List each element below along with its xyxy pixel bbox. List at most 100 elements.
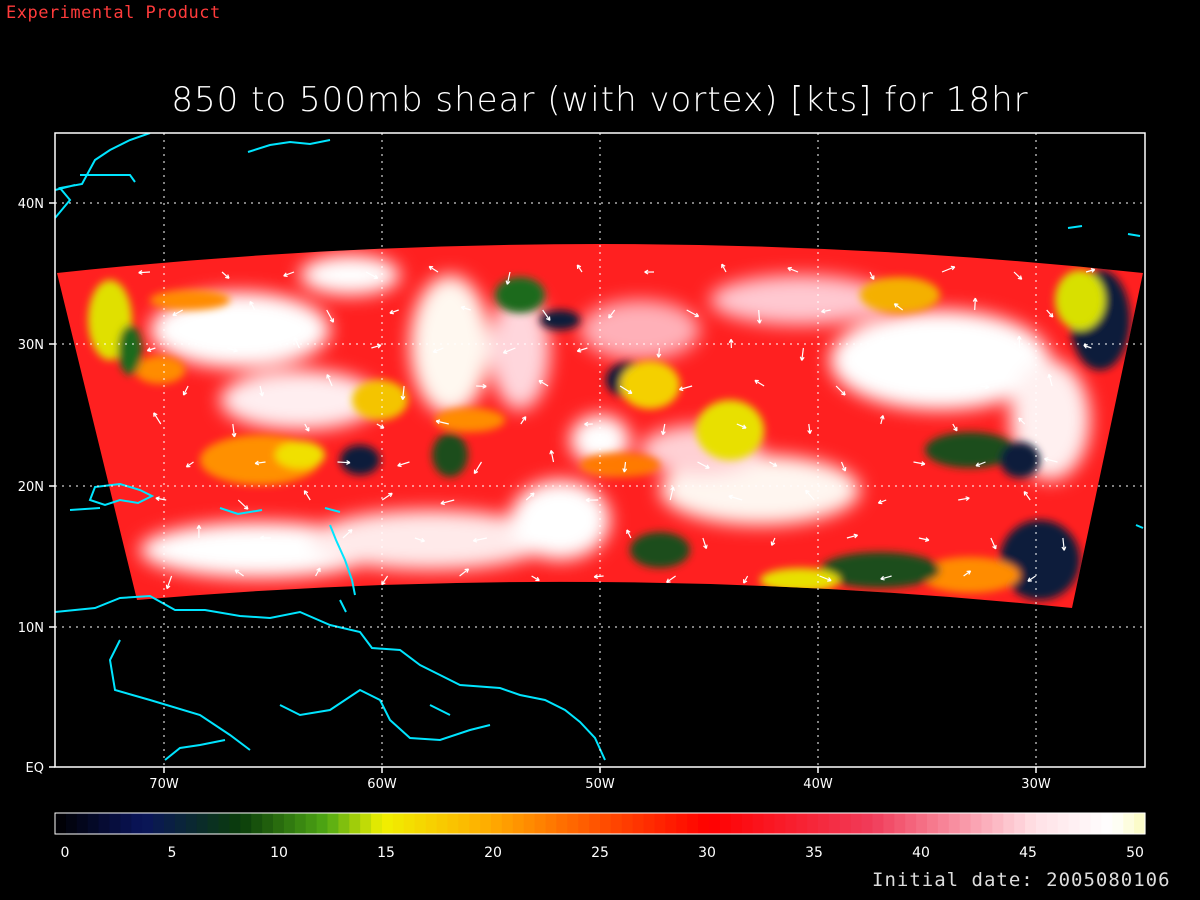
colorbar-swatch (229, 813, 241, 834)
colorbar-swatch (621, 813, 634, 834)
wind-arrow (234, 569, 244, 577)
wind-arrow (1083, 344, 1092, 349)
colorbar-swatch (501, 813, 514, 834)
colorbar-swatch (654, 813, 666, 834)
experimental-product-label: Experimental Product (6, 3, 221, 23)
wind-arrow (660, 423, 666, 436)
map-title: 850 to 500mb shear (with vortex) [kts] f… (171, 80, 1029, 120)
colorbar-swatch (1036, 813, 1048, 834)
wind-vectors (138, 263, 1096, 590)
wind-arrow (227, 347, 238, 353)
wind-arrow (754, 379, 765, 387)
wind-arrow (315, 567, 321, 577)
wind-arrow (472, 537, 488, 543)
colorbar-swatch (632, 813, 645, 834)
colorbar-swatch (469, 813, 481, 834)
colorbar-swatch (556, 813, 568, 834)
colorbar-swatch (98, 813, 111, 834)
colorbar-swatch (109, 813, 121, 834)
colorbar-swatch (992, 813, 1004, 834)
colorbar-tick-label: 15 (377, 845, 395, 861)
colorbar-swatch (730, 813, 743, 834)
wind-arrow (877, 499, 887, 505)
wind-arrow (476, 383, 487, 389)
colorbar-swatch (698, 813, 710, 834)
coastline-south-america (55, 594, 606, 761)
colorbar-swatch (1112, 813, 1124, 834)
colorbar-swatch (1014, 813, 1026, 834)
wind-arrow (880, 575, 892, 581)
wind-arrow (283, 271, 295, 278)
wind-arrow (702, 537, 708, 550)
colorbar-swatch (414, 813, 427, 834)
colorbar-swatch (1079, 813, 1092, 834)
colorbar-swatch (305, 813, 318, 834)
colorbar-swatch (491, 813, 503, 834)
wind-arrow (576, 347, 588, 353)
colorbar-swatch (818, 813, 830, 834)
colorbar-tick-label: 30 (698, 845, 716, 861)
wind-arrow (666, 575, 676, 583)
colorbar-swatch (894, 813, 906, 834)
colorbar-swatch (1025, 813, 1037, 834)
colorbar (55, 813, 1146, 834)
wind-arrow (326, 374, 333, 387)
wind-arrow (585, 497, 599, 503)
colorbar-swatch (534, 813, 547, 834)
wind-arrow (963, 570, 972, 577)
colorbar-swatch (142, 813, 154, 834)
wind-arrow (686, 309, 700, 318)
wind-arrow (259, 535, 271, 541)
colorbar-swatch (741, 813, 754, 834)
wind-arrow (990, 537, 997, 550)
colorbar-swatch (87, 813, 100, 834)
wind-arrow (1013, 271, 1023, 280)
colorbar-swatch (807, 813, 819, 834)
colorbar-swatch (545, 813, 557, 834)
wind-arrow (770, 537, 776, 546)
colorbar-tick-label: 20 (484, 845, 502, 861)
wind-arrow (879, 415, 885, 425)
lat-label: 10N (18, 621, 44, 636)
wind-arrow (1044, 457, 1058, 463)
lat-label: 30N (18, 338, 44, 353)
colorbar-swatch (828, 813, 841, 834)
lon-label: 30W (1021, 777, 1051, 792)
colorbar-swatch (970, 813, 983, 834)
coastline-hispaniola-pr (69, 482, 341, 516)
wind-arrow (381, 492, 393, 501)
wind-arrow (505, 271, 511, 285)
wind-arrow (400, 385, 406, 401)
coastlines (55, 133, 1144, 761)
wind-arrow (259, 385, 265, 397)
colorbar-swatch (480, 813, 492, 834)
wind-arrow (254, 460, 266, 466)
wind-arrow (799, 347, 805, 361)
colorbar-swatch (174, 813, 187, 834)
wind-arrow (185, 461, 194, 468)
colorbar-frame (54, 812, 1146, 835)
colorbar-swatch (643, 813, 656, 834)
wind-arrow (736, 423, 747, 429)
axis-ticks (49, 202, 1037, 773)
wind-arrow (952, 423, 958, 432)
wind-arrow (337, 460, 351, 465)
colorbar-swatch (316, 813, 329, 834)
lon-label: 70W (149, 777, 179, 792)
colorbar-swatch (763, 813, 775, 834)
colorbar-tick-label: 10 (270, 845, 288, 861)
lat-label: 20N (18, 480, 44, 495)
wind-arrow (549, 450, 555, 463)
wind-arrow (769, 461, 778, 467)
colorbar-swatch (425, 813, 438, 834)
colorbar-swatch (523, 813, 536, 834)
colorbar-tick-label: 25 (591, 845, 609, 861)
colorbar-swatch (981, 813, 993, 834)
wind-arrow (678, 385, 693, 392)
wind-arrow (840, 461, 847, 472)
colorbar-swatch (937, 813, 950, 834)
colorbar-tick-label: 0 (61, 845, 70, 861)
wind-arrow (542, 309, 551, 321)
wind-arrow (432, 347, 444, 354)
colorbar-swatch (447, 813, 459, 834)
